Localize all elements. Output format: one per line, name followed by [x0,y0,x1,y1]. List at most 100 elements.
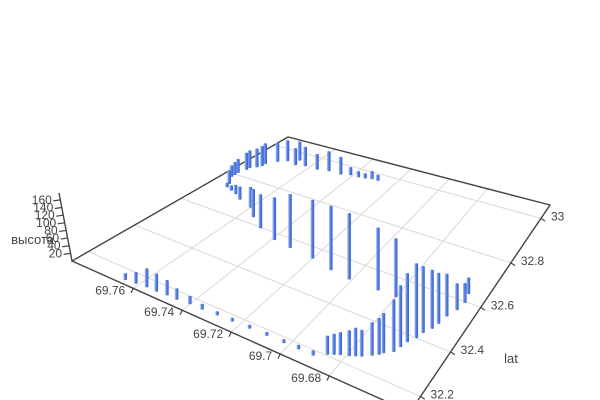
bar-3d[interactable] [353,327,358,357]
bar-3d[interactable] [144,268,149,288]
bar-3d[interactable] [393,238,398,298]
bar-3d[interactable] [376,174,380,181]
bar-3d[interactable] [329,205,333,271]
bar-3d[interactable] [275,142,280,162]
z-tick-label: 20 [49,246,63,260]
bar-3d[interactable] [154,273,159,292]
bar-3d[interactable] [376,227,380,291]
lat-tick-label: 32.4 [461,343,485,357]
floor-grid-line [230,168,412,333]
bar-3d[interactable] [227,176,231,184]
z-tick-label: 120 [35,208,55,222]
z-axis-tick [54,206,62,210]
bar-3d[interactable] [247,150,252,168]
bar-3d[interactable] [230,317,234,322]
bar-3d[interactable] [200,303,204,310]
bar-3d[interactable] [296,344,301,350]
bar-3d[interactable] [293,148,298,166]
z-axis-tick [60,237,68,240]
bar-3d[interactable] [255,148,259,168]
bars-3d[interactable] [123,140,471,357]
lat-tick-label: 32.2 [431,387,455,400]
bar-3d[interactable] [455,283,459,311]
lat-axis-tick [420,395,426,400]
z-tick-label: 60 [46,231,60,245]
bar-3d[interactable] [303,146,307,167]
lon-tick-label: 69.68 [291,371,321,385]
floor-grid-line [279,178,450,355]
bar-3d[interactable] [258,194,263,229]
z-tick-label: 40 [47,239,61,253]
bar-3d[interactable] [165,280,169,296]
bar-3d[interactable] [463,283,467,303]
bar-3d[interactable] [405,273,409,343]
bar-3d[interactable] [347,330,351,357]
bar-3d[interactable] [430,269,434,329]
bar-3d[interactable] [247,324,252,329]
bar-3d[interactable] [134,272,138,284]
bar-3d[interactable] [421,266,425,333]
bar-3d[interactable] [363,173,367,179]
bar-3d[interactable] [310,199,315,259]
floor-grid-line [132,148,336,289]
floor-grid-line [134,224,451,353]
bar-3d[interactable] [327,151,331,172]
z-tick-label: 140 [33,201,53,215]
bar-3d[interactable] [272,197,277,241]
bar-3d[interactable] [436,272,441,324]
z-tick-label: 100 [36,216,56,230]
bar-3d[interactable] [251,189,255,218]
bar-3d[interactable] [123,273,127,281]
bar-3d[interactable] [281,339,286,344]
lat-axis-tick [540,217,546,222]
bar-3d[interactable] [381,313,386,354]
bar-3d[interactable] [248,187,253,208]
bar-3d[interactable] [332,333,336,355]
bar-3d[interactable] [347,213,351,280]
bar-3d[interactable] [311,350,315,356]
lat-axis-title: lat [504,351,518,366]
bar-3d[interactable] [315,154,319,170]
bar-3d[interactable] [244,152,249,170]
z-axis-line [58,192,73,262]
bar-3d[interactable] [338,332,342,356]
bar-3d[interactable] [260,146,264,167]
z-axis-title: высота [11,232,55,247]
bar-3d[interactable] [370,171,374,180]
lat-tick-label: 32.6 [491,298,515,312]
lat-axis-tick [480,306,486,311]
bar-3d[interactable] [264,331,269,336]
bar-3d[interactable] [325,335,330,355]
bar-3d[interactable] [232,162,237,175]
z-axis-tick [53,199,61,202]
bar-3d[interactable] [188,295,192,305]
lat-tick-label: 33 [551,209,565,223]
bar-3d[interactable] [444,273,449,317]
bar-3d[interactable] [359,329,364,357]
bar-3d[interactable] [297,141,302,161]
bar-3d[interactable] [174,288,179,300]
bar-3d[interactable] [338,156,343,175]
bar-3d[interactable] [233,184,238,195]
bar-3d[interactable] [377,317,381,355]
z-axis-tick [63,252,71,255]
bar-3d[interactable] [285,140,290,162]
bar-3d[interactable] [398,285,403,348]
bar-3d[interactable] [356,171,361,178]
bar-3d[interactable] [263,143,267,165]
bar-3d[interactable] [466,277,471,295]
bar-3d[interactable] [414,263,419,339]
bar-3d[interactable] [236,158,240,173]
bar-3d[interactable] [229,185,233,191]
bar-3d[interactable] [215,311,219,316]
bar-3d[interactable] [225,182,229,188]
bar-3d[interactable] [348,167,353,176]
bar-3d[interactable] [370,322,374,356]
bar-3d[interactable] [288,194,292,249]
bar-3d[interactable] [237,186,242,200]
lon-tick-label: 69.74 [144,305,174,319]
bar-3d[interactable] [391,299,396,353]
